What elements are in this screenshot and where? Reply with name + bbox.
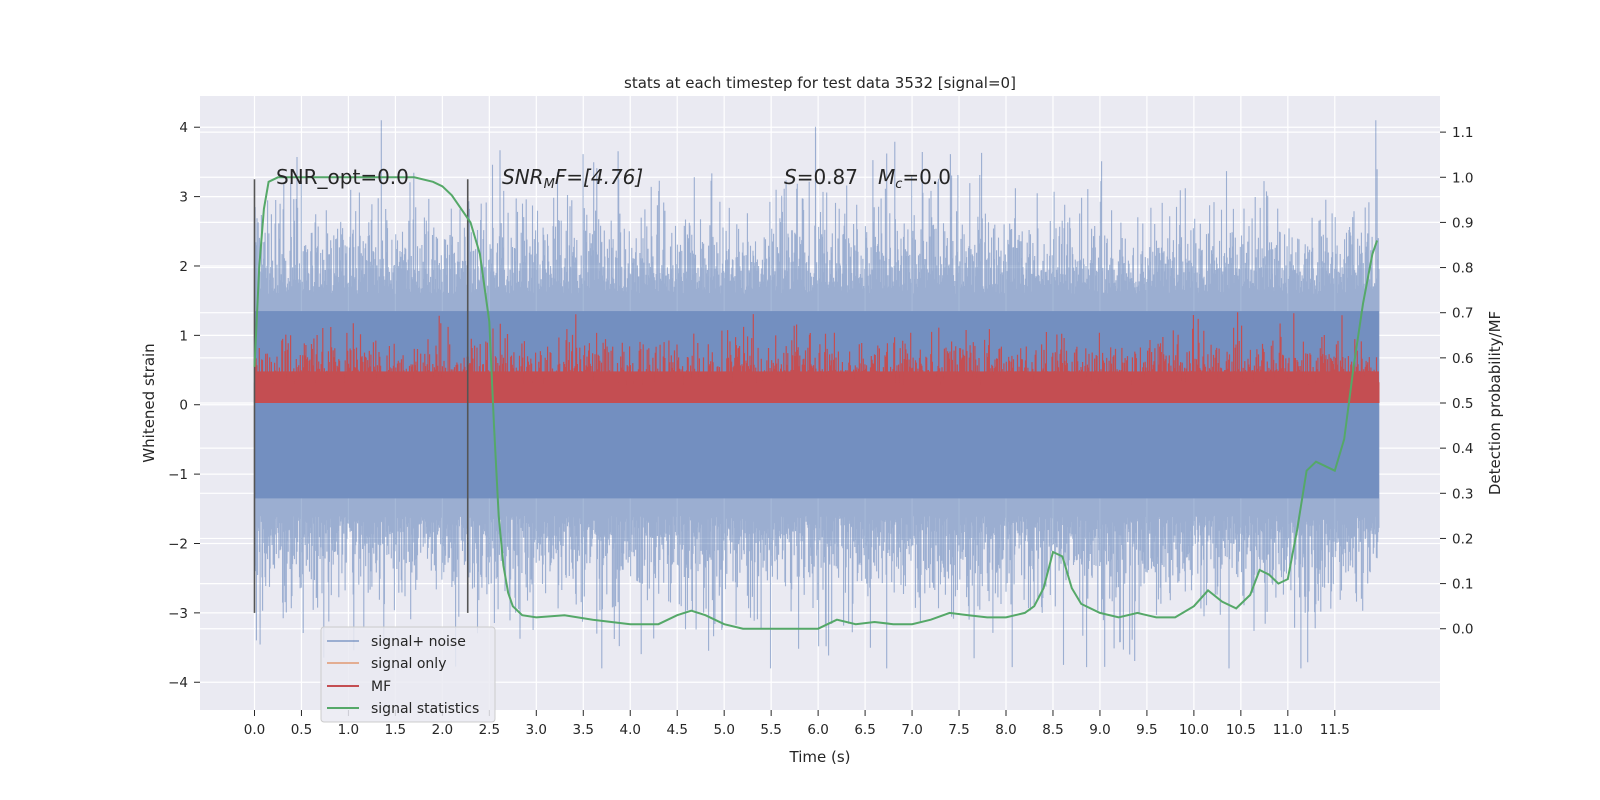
x-tick-label: 6.5 bbox=[854, 722, 875, 738]
annotation-s-value: =0.87 bbox=[797, 165, 858, 189]
series-signal-statistics bbox=[253, 176, 1379, 630]
y2-ticks: 1.1 1.0 0.9 0.8 0.7 0.6 0.5 0.4 0.3 0.2 0.1 0.0 bbox=[1440, 125, 1473, 638]
x-tick-label: 9.5 bbox=[1136, 722, 1157, 738]
y-tick-label: −3 bbox=[168, 606, 188, 622]
annotation-s: S=0.87 bbox=[784, 165, 858, 189]
y2-tick-label: 0.7 bbox=[1452, 306, 1473, 322]
x-tick-label: 1.5 bbox=[385, 722, 406, 738]
x-tick-label: 1.0 bbox=[338, 722, 359, 738]
y2-tick-label: 1.0 bbox=[1452, 170, 1473, 186]
annotation-mc: Mc=0.0 bbox=[878, 165, 951, 192]
annotation-snr-mf-rest: F=[4.76] bbox=[555, 165, 643, 189]
y-axis-label: Whitened strain bbox=[140, 343, 158, 462]
annotation-snr-mf-main: SNR bbox=[502, 165, 544, 189]
x-tick-label: 9.0 bbox=[1089, 722, 1110, 738]
y2-tick-label: 0.1 bbox=[1452, 577, 1473, 593]
y2-tick-label: 0.3 bbox=[1452, 486, 1473, 502]
x-tick-label: 2.0 bbox=[432, 722, 453, 738]
x-tick-label: 8.0 bbox=[995, 722, 1016, 738]
y-tick-label: −4 bbox=[168, 675, 188, 691]
x-tick-label: 4.5 bbox=[666, 722, 687, 738]
y2-tick-label: 0.5 bbox=[1452, 396, 1473, 412]
legend-label-signal-noise: signal+ noise bbox=[371, 634, 466, 650]
x-tick-label: 6.0 bbox=[807, 722, 828, 738]
y-tick-label: 1 bbox=[179, 328, 188, 344]
y2-axis-label: Detection probability/MF bbox=[1486, 311, 1504, 495]
y2-tick-label: 1.1 bbox=[1452, 125, 1473, 141]
annotation-mc-main: M bbox=[878, 165, 895, 189]
x-tick-label: 3.5 bbox=[573, 722, 594, 738]
annotation-s-label: S bbox=[784, 165, 797, 189]
y2-tick-label: 0.8 bbox=[1452, 261, 1473, 277]
x-ticks: 0.0 0.5 1.0 1.5 2.0 2.5 3.0 3.5 4.0 4.5 5.0 5.5 6.0 6… bbox=[244, 710, 1350, 738]
y2-tick-label: 0.6 bbox=[1452, 351, 1473, 367]
y-ticks: 4 3 2 1 0 −1 −2 −3 −4 bbox=[168, 120, 200, 691]
x-tick-label: 10.5 bbox=[1226, 722, 1256, 738]
legend-box bbox=[320, 626, 496, 723]
vertical-markers bbox=[253, 179, 469, 613]
y-tick-label: 4 bbox=[179, 120, 188, 136]
annotation-mc-sub: c bbox=[895, 177, 902, 192]
legend-label-signal-only: signal only bbox=[371, 656, 446, 672]
x-tick-label: 7.5 bbox=[948, 722, 969, 738]
y-tick-label: 2 bbox=[179, 259, 188, 275]
x-axis-label: Time (s) bbox=[789, 748, 851, 766]
x-tick-label: 5.5 bbox=[760, 722, 781, 738]
chart-title: stats at each timestep for test data 353… bbox=[624, 74, 1016, 92]
series-mf bbox=[253, 312, 1380, 403]
y-tick-label: −2 bbox=[168, 536, 188, 552]
y-tick-label: 0 bbox=[179, 398, 188, 414]
x-tick-label: 3.0 bbox=[526, 722, 547, 738]
series-signal-noise bbox=[253, 120, 1380, 669]
x-tick-label: 8.5 bbox=[1042, 722, 1063, 738]
annotation-snr-opt: SNR_opt=0.0 bbox=[276, 165, 409, 189]
x-tick-label: 7.0 bbox=[901, 722, 922, 738]
x-tick-label: 5.0 bbox=[713, 722, 734, 738]
y2-tick-label: 0.4 bbox=[1452, 441, 1473, 457]
annotation-snr-mf-sub: M bbox=[544, 177, 555, 192]
x-tick-label: 0.0 bbox=[244, 722, 265, 738]
y2-tick-label: 0.9 bbox=[1452, 215, 1473, 231]
x-tick-label: 0.5 bbox=[291, 722, 312, 738]
legend: signal+ noise signal only MF signal stat… bbox=[320, 626, 496, 723]
x-tick-label: 10.0 bbox=[1179, 722, 1209, 738]
x-tick-label: 4.0 bbox=[620, 722, 641, 738]
y-tick-label: −1 bbox=[168, 467, 188, 483]
x-tick-label: 11.5 bbox=[1320, 722, 1350, 738]
y2-tick-label: 0.2 bbox=[1452, 531, 1473, 547]
x-tick-label: 11.0 bbox=[1273, 722, 1303, 738]
y2-tick-label: 0.0 bbox=[1452, 622, 1473, 638]
y-tick-label: 3 bbox=[179, 190, 188, 206]
annotation-snr-mf: SNRMF=[4.76] bbox=[502, 165, 643, 192]
legend-label-signal-statistics: signal statistics bbox=[371, 701, 479, 717]
legend-label-mf: MF bbox=[371, 679, 391, 695]
x-tick-label: 2.5 bbox=[479, 722, 500, 738]
annotation-mc-value: =0.0 bbox=[902, 165, 951, 189]
